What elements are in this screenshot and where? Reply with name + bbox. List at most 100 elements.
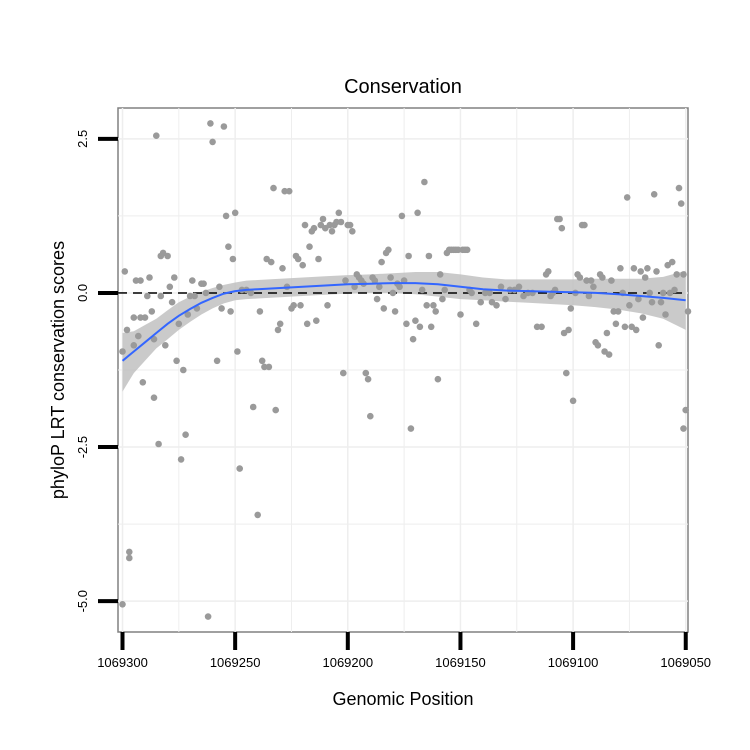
data-point xyxy=(274,326,282,334)
data-point xyxy=(576,274,584,281)
data-point xyxy=(684,308,692,315)
data-point xyxy=(673,271,680,278)
data-point xyxy=(184,311,192,318)
data-point xyxy=(430,302,437,309)
data-point xyxy=(173,357,180,365)
data-point xyxy=(294,255,302,263)
data-point xyxy=(567,305,575,312)
data-point xyxy=(337,218,345,226)
data-point xyxy=(189,277,196,284)
data-point xyxy=(682,406,689,414)
y-axis-label: phyloP LRT conservation scores xyxy=(48,241,68,499)
data-point xyxy=(398,212,406,220)
data-point xyxy=(376,283,383,291)
data-point xyxy=(603,329,611,337)
data-point xyxy=(599,274,606,281)
data-point xyxy=(414,209,421,217)
data-point xyxy=(150,394,158,402)
data-point xyxy=(373,295,381,303)
data-point xyxy=(587,277,595,284)
x-tick-label: 1069200 xyxy=(322,655,373,670)
data-point xyxy=(657,298,665,306)
data-point xyxy=(119,601,126,608)
x-tick-label: 1069250 xyxy=(210,655,261,670)
data-point xyxy=(441,286,449,294)
data-point xyxy=(155,440,162,448)
data-point xyxy=(258,357,266,365)
data-point xyxy=(632,326,640,334)
data-point xyxy=(234,348,241,355)
data-point xyxy=(328,228,336,235)
data-point xyxy=(637,268,644,275)
data-point xyxy=(315,255,322,263)
data-point xyxy=(135,332,142,340)
data-point xyxy=(617,265,624,272)
data-point xyxy=(680,425,687,432)
x-tick-label: 1069300 xyxy=(97,655,148,670)
data-point xyxy=(515,283,523,291)
x-tick-label: 1069050 xyxy=(660,655,711,670)
data-point xyxy=(141,314,149,321)
data-point xyxy=(276,320,284,328)
data-point xyxy=(162,342,169,349)
data-point xyxy=(641,274,649,281)
data-point xyxy=(407,425,415,432)
data-point xyxy=(349,228,356,235)
data-point xyxy=(646,289,653,297)
x-tick-label: 1069150 xyxy=(435,655,486,670)
data-point xyxy=(486,289,494,297)
data-point xyxy=(236,465,243,472)
data-point xyxy=(144,292,151,300)
data-point xyxy=(463,246,471,254)
data-point xyxy=(418,286,426,294)
data-point xyxy=(225,243,232,250)
data-point xyxy=(166,283,174,291)
data-point xyxy=(396,283,403,291)
data-point xyxy=(191,292,198,300)
data-point xyxy=(558,224,566,232)
data-point xyxy=(608,277,615,284)
data-point xyxy=(626,302,633,309)
data-point xyxy=(146,274,153,281)
data-point xyxy=(247,289,255,297)
data-point xyxy=(220,123,228,130)
data-point xyxy=(677,200,685,207)
data-point xyxy=(432,308,440,315)
data-point xyxy=(265,363,273,371)
data-point xyxy=(371,277,379,284)
data-point xyxy=(675,184,683,192)
data-point xyxy=(222,212,230,220)
x-axis: 1069300 1069250 1069200 1069150 1069100 10690… xyxy=(97,632,711,670)
data-point xyxy=(218,305,225,312)
data-point xyxy=(200,280,207,288)
data-point xyxy=(457,311,464,318)
data-point xyxy=(180,366,187,374)
data-point xyxy=(387,274,394,281)
data-point xyxy=(130,314,138,321)
y-tick-label: -2.5 xyxy=(75,436,90,458)
data-point xyxy=(605,351,613,358)
confidence-band xyxy=(122,270,686,392)
data-point xyxy=(477,298,485,306)
data-point xyxy=(340,369,347,377)
data-point xyxy=(405,252,412,260)
data-point xyxy=(216,283,223,291)
data-point xyxy=(671,286,678,294)
data-point xyxy=(121,268,129,275)
data-point xyxy=(659,289,667,297)
x-tick-label: 1069100 xyxy=(548,655,599,670)
data-point xyxy=(204,613,212,620)
data-point xyxy=(545,268,552,275)
data-point xyxy=(655,342,662,349)
data-point xyxy=(130,342,138,349)
data-point xyxy=(342,277,349,284)
data-point xyxy=(254,511,261,519)
data-point xyxy=(153,132,160,139)
data-point xyxy=(650,191,658,198)
data-point xyxy=(272,406,280,414)
data-point xyxy=(403,320,410,328)
data-points xyxy=(119,120,692,620)
data-point xyxy=(409,335,417,343)
data-point xyxy=(306,243,313,250)
data-point xyxy=(177,456,185,463)
